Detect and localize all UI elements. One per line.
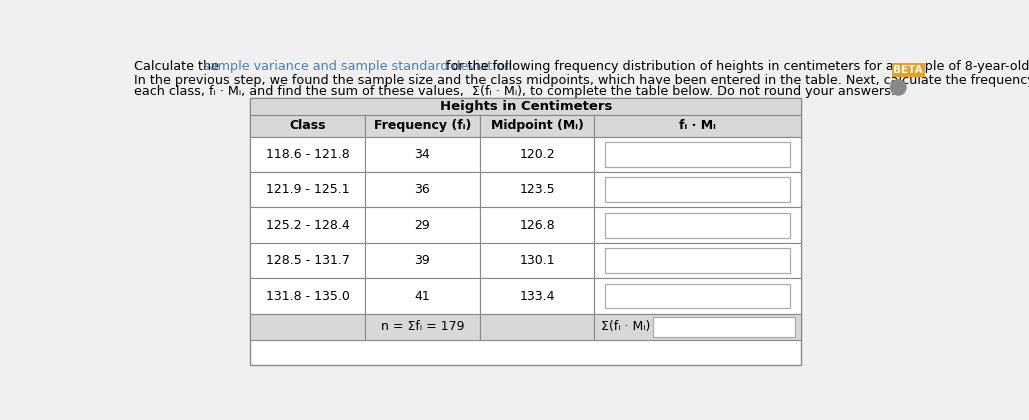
- Bar: [605, 248, 790, 273]
- Text: BETA: BETA: [893, 66, 923, 76]
- Bar: [250, 98, 802, 365]
- Bar: [250, 314, 365, 340]
- Bar: [605, 213, 790, 237]
- Bar: [365, 314, 480, 340]
- Bar: [595, 278, 802, 314]
- Bar: [892, 63, 924, 77]
- Text: 118.6 - 121.8: 118.6 - 121.8: [265, 148, 350, 161]
- Text: .: .: [707, 289, 712, 307]
- Bar: [480, 172, 595, 207]
- Text: sample variance and sample standard deviation: sample variance and sample standard devi…: [203, 60, 512, 73]
- Text: 39: 39: [415, 254, 430, 267]
- Text: 29: 29: [415, 219, 430, 232]
- Text: 125.2 - 128.4: 125.2 - 128.4: [265, 219, 350, 232]
- Bar: [480, 136, 595, 172]
- Text: n = Σfᵢ = 179: n = Σfᵢ = 179: [381, 320, 464, 333]
- Bar: [365, 136, 480, 172]
- Bar: [480, 243, 595, 278]
- Text: Σ(fᵢ · Mᵢ) =: Σ(fᵢ · Mᵢ) =: [601, 320, 665, 333]
- Text: 121.9 - 125.1: 121.9 - 125.1: [265, 183, 350, 196]
- Bar: [250, 243, 365, 278]
- Text: 126.8: 126.8: [520, 219, 555, 232]
- Text: 130.1: 130.1: [520, 254, 555, 267]
- Text: Class: Class: [289, 119, 326, 132]
- Text: for the following frequency distribution of heights in centimeters for a sample : for the following frequency distribution…: [442, 60, 1029, 73]
- Bar: [595, 207, 802, 243]
- Text: 133.4: 133.4: [520, 289, 555, 302]
- Bar: [250, 136, 365, 172]
- Bar: [605, 284, 790, 308]
- Bar: [652, 317, 795, 337]
- Text: 34: 34: [415, 148, 430, 161]
- Text: Heights in Centimeters: Heights in Centimeters: [439, 100, 612, 113]
- Bar: [595, 136, 802, 172]
- Bar: [365, 115, 480, 136]
- Text: 120.2: 120.2: [520, 148, 555, 161]
- Text: In the previous step, we found the sample size and the class midpoints, which ha: In the previous step, we found the sampl…: [134, 74, 1029, 87]
- Text: 128.5 - 131.7: 128.5 - 131.7: [265, 254, 350, 267]
- Bar: [605, 142, 790, 167]
- Bar: [480, 207, 595, 243]
- Text: fᵢ · Mᵢ: fᵢ · Mᵢ: [679, 119, 716, 132]
- Bar: [365, 172, 480, 207]
- Bar: [480, 314, 595, 340]
- Text: 36: 36: [415, 183, 430, 196]
- Bar: [250, 98, 802, 115]
- Text: Midpoint (Mᵢ): Midpoint (Mᵢ): [491, 119, 583, 132]
- Bar: [595, 243, 802, 278]
- Bar: [250, 207, 365, 243]
- Bar: [595, 314, 802, 340]
- Bar: [250, 278, 365, 314]
- Bar: [595, 172, 802, 207]
- Bar: [365, 243, 480, 278]
- Text: each class, fᵢ · Mᵢ, and find the sum of these values,  Σ(fᵢ · Mᵢ), to complete : each class, fᵢ · Mᵢ, and find the sum of…: [134, 85, 895, 98]
- Text: 131.8 - 135.0: 131.8 - 135.0: [265, 289, 350, 302]
- Text: Frequency (fᵢ): Frequency (fᵢ): [374, 119, 471, 132]
- Bar: [605, 177, 790, 202]
- Bar: [250, 172, 365, 207]
- Bar: [250, 115, 365, 136]
- Circle shape: [890, 80, 906, 95]
- Bar: [480, 115, 595, 136]
- Bar: [595, 115, 802, 136]
- Bar: [365, 207, 480, 243]
- Bar: [480, 278, 595, 314]
- Text: 123.5: 123.5: [520, 183, 555, 196]
- Text: Calculate the: Calculate the: [134, 60, 223, 73]
- Bar: [365, 278, 480, 314]
- Text: 41: 41: [415, 289, 430, 302]
